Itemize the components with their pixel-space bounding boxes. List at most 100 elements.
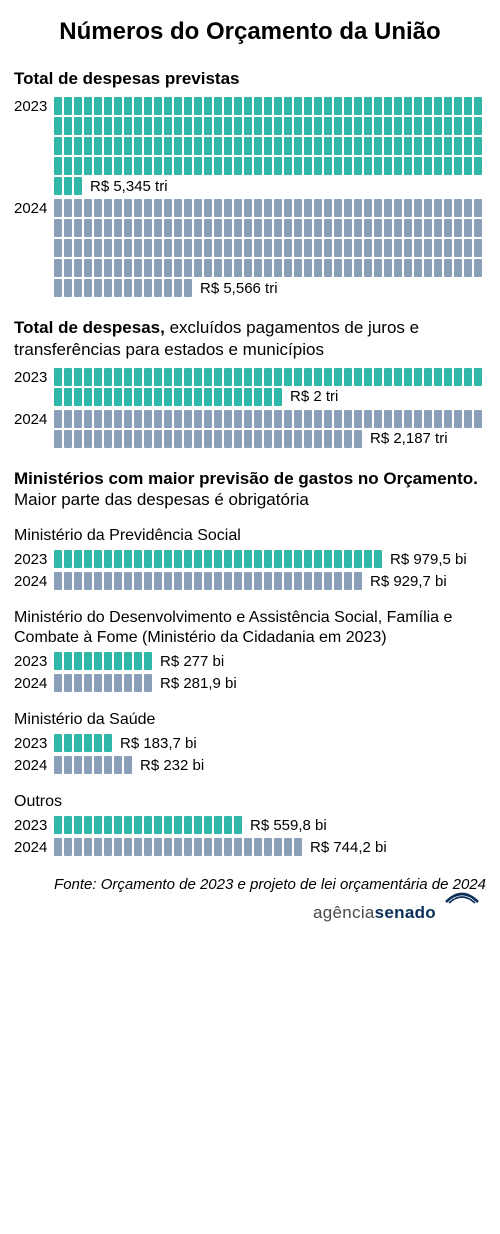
- bar-unit: [404, 97, 412, 115]
- bar-unit: [54, 368, 62, 386]
- bar-unit: [464, 368, 472, 386]
- bar-unit: [244, 219, 252, 237]
- bar-unit: [284, 117, 292, 135]
- bar-unit: [234, 368, 242, 386]
- bar-unit: [384, 219, 392, 237]
- value-label: R$ 183,7 bi: [120, 735, 197, 752]
- bar-unit: [174, 137, 182, 155]
- year-label: 2024: [14, 838, 54, 856]
- bar-unit: [104, 410, 112, 428]
- bar-unit: [74, 97, 82, 115]
- bar-unit: [74, 117, 82, 135]
- bar-unit: [174, 550, 182, 568]
- bar-unit: [344, 259, 352, 277]
- bar-unit: [104, 756, 112, 774]
- bar-unit: [264, 137, 272, 155]
- bar-unit: [404, 410, 412, 428]
- bar-unit: [294, 838, 302, 856]
- bar-unit: [214, 572, 222, 590]
- bar-unit: [104, 550, 112, 568]
- bar-unit: [354, 97, 362, 115]
- bar-unit: [434, 157, 442, 175]
- bar-unit: [64, 157, 72, 175]
- bar-unit: [394, 117, 402, 135]
- bar-unit: [274, 572, 282, 590]
- bar-unit: [64, 239, 72, 257]
- bar-unit: [114, 199, 122, 217]
- bar-unit: [84, 137, 92, 155]
- bar-unit: [94, 816, 102, 834]
- bar-unit: [254, 838, 262, 856]
- ministry-block: Ministério do Desenvolvimento e Assistên…: [14, 608, 486, 692]
- bar-unit: [224, 219, 232, 237]
- bar-unit: [84, 430, 92, 448]
- bar-unit: [364, 137, 372, 155]
- bar-unit: [254, 410, 262, 428]
- bar-unit: [54, 734, 62, 752]
- section-ministerios: Ministérios com maior previsão de gastos…: [14, 468, 486, 857]
- bar-unit: [154, 199, 162, 217]
- bar-unit: [74, 199, 82, 217]
- bar-unit: [154, 279, 162, 297]
- bar-unit: [84, 572, 92, 590]
- bar-unit: [114, 219, 122, 237]
- bar-unit: [134, 259, 142, 277]
- bar-unit: [324, 410, 332, 428]
- bar-unit: [174, 838, 182, 856]
- bar-unit: [94, 157, 102, 175]
- bar-unit: [184, 572, 192, 590]
- bar-unit: [74, 572, 82, 590]
- bar-unit: [184, 410, 192, 428]
- bar-unit: [74, 430, 82, 448]
- bar-unit: [204, 410, 212, 428]
- bar-unit: [124, 410, 132, 428]
- bar-unit: [104, 674, 112, 692]
- bar-unit: [334, 572, 342, 590]
- bar-unit: [114, 368, 122, 386]
- bar-unit: [144, 430, 152, 448]
- bar-unit: [244, 572, 252, 590]
- bar-unit: [424, 97, 432, 115]
- bar-unit: [374, 219, 382, 237]
- value-label: R$ 979,5 bi: [390, 551, 467, 568]
- bar-unit: [74, 550, 82, 568]
- bar-unit: [164, 816, 172, 834]
- bar-unit: [194, 239, 202, 257]
- bar-unit: [234, 816, 242, 834]
- bar-unit: [104, 157, 112, 175]
- bar-unit: [234, 410, 242, 428]
- bar-unit: [54, 219, 62, 237]
- bar-unit: [214, 388, 222, 406]
- section-despesas-excluidos: Total de despesas, excluídos pagamentos …: [14, 317, 486, 448]
- year-label: 2023: [14, 550, 54, 568]
- bar-unit: [54, 816, 62, 834]
- bar-unit: [54, 157, 62, 175]
- bar-unit: [254, 430, 262, 448]
- value-label: R$ 281,9 bi: [160, 675, 237, 692]
- bar-unit: [444, 97, 452, 115]
- bar-unit: [424, 368, 432, 386]
- bar-unit: [174, 388, 182, 406]
- bar-unit: [234, 117, 242, 135]
- bar-unit: [224, 410, 232, 428]
- bar-unit: [224, 368, 232, 386]
- bar-row: 2024R$ 744,2 bi: [14, 838, 486, 856]
- bar-unit: [74, 239, 82, 257]
- bar-unit: [124, 97, 132, 115]
- bar-area: R$ 979,5 bi: [54, 550, 486, 568]
- bar-unit: [224, 239, 232, 257]
- bar-unit: [194, 430, 202, 448]
- bar-unit: [384, 137, 392, 155]
- bar-unit: [214, 259, 222, 277]
- bar-unit: [74, 137, 82, 155]
- bar-unit: [104, 137, 112, 155]
- bar-unit: [434, 219, 442, 237]
- value-label: R$ 2 tri: [290, 388, 338, 405]
- bar-unit: [224, 157, 232, 175]
- bar-area: R$ 2 tri: [54, 368, 486, 406]
- bar-unit: [214, 199, 222, 217]
- bar-unit: [84, 239, 92, 257]
- bar-unit: [334, 97, 342, 115]
- bar-unit: [224, 550, 232, 568]
- bar-unit: [144, 117, 152, 135]
